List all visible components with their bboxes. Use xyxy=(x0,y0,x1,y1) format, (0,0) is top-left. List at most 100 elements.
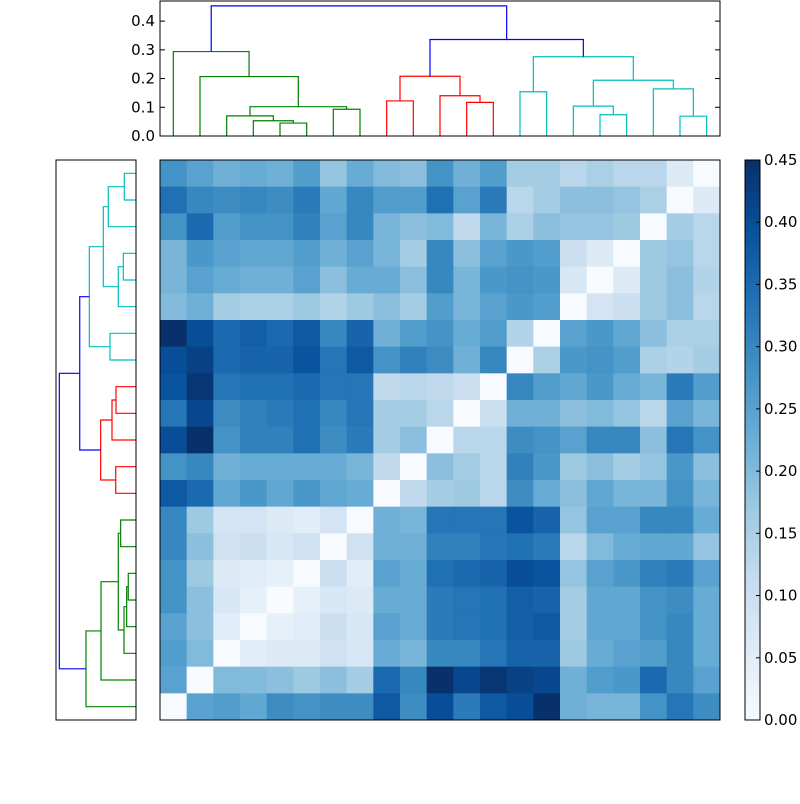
colorbar-tick-label: 0.05 xyxy=(764,649,797,667)
heatmap-cell-r11-c10 xyxy=(426,453,454,481)
heatmap-cell-r9-c8 xyxy=(373,400,401,428)
heatmap-cell-r17-c20 xyxy=(693,613,721,641)
heatmap-cell-r11-c9 xyxy=(400,453,428,481)
heatmap-cell-r10-c15 xyxy=(560,426,588,454)
row-dendrogram-link-19 xyxy=(58,372,86,670)
heatmap-cell-r2-c7 xyxy=(346,213,374,241)
heatmap-cell-r13-c11 xyxy=(453,506,481,534)
heatmap-cell-r8-c6 xyxy=(320,373,348,401)
heatmap-cell-r7-c8 xyxy=(373,346,401,374)
heatmap-cell-r11-c20 xyxy=(693,453,721,481)
heatmap-cell-r15-c0 xyxy=(160,560,188,588)
heatmap-cell-r20-c1 xyxy=(186,693,214,721)
heatmap-cell-r3-c17 xyxy=(613,240,641,268)
heatmap-cell-r20-c15 xyxy=(560,693,588,721)
heatmap-cell-r15-c19 xyxy=(666,560,694,588)
heatmap-cell-r10-c4 xyxy=(266,426,294,454)
heatmap-cell-r5-c2 xyxy=(213,293,241,321)
heatmap-cell-r10-c19 xyxy=(666,426,694,454)
heatmap-cell-r3-c16 xyxy=(586,240,614,268)
heatmap-cell-r11-c0 xyxy=(160,453,188,481)
heatmap-cell-r1-c17 xyxy=(613,186,641,214)
heatmap-cell-r5-c3 xyxy=(240,293,268,321)
heatmap-cell-r18-c15 xyxy=(560,640,588,668)
row-dendrogram-link-2 xyxy=(122,252,136,281)
heatmap-cell-r18-c3 xyxy=(240,640,268,668)
column-dendrogram-link-17 xyxy=(532,56,634,92)
heatmap-cell-r1-c16 xyxy=(586,186,614,214)
heatmap-cell-r3-c3 xyxy=(240,240,268,268)
heatmap-cell-r0-c1 xyxy=(186,160,214,188)
heatmap-cell-r19-c17 xyxy=(613,666,641,694)
heatmap-cell-r10-c12 xyxy=(480,426,508,454)
heatmap-cell-r5-c18 xyxy=(640,293,668,321)
heatmap-cell-r20-c16 xyxy=(586,693,614,721)
heatmap-cell-r2-c4 xyxy=(266,213,294,241)
heatmap-cell-r5-c8 xyxy=(373,293,401,321)
heatmap-cell-r0-c15 xyxy=(560,160,588,188)
heatmap-cell-r6-c10 xyxy=(426,320,454,348)
heatmap-cell-r7-c1 xyxy=(186,346,214,374)
heatmap-frame xyxy=(159,159,721,721)
heatmap-cell-r1-c3 xyxy=(240,186,268,214)
heatmap-cell-r7-c0 xyxy=(160,346,188,374)
column-dendrogram-link-1 xyxy=(252,120,294,136)
column-dendrogram-link-12 xyxy=(599,114,628,136)
heatmap-cell-r20-c20 xyxy=(693,693,721,721)
heatmap-cell-r17-c10 xyxy=(426,613,454,641)
colorbar-bar xyxy=(744,159,761,721)
column-dendrogram-link-16 xyxy=(592,79,674,107)
heatmap-cell-r10-c2 xyxy=(213,426,241,454)
heatmap-cell-r14-c10 xyxy=(426,533,454,561)
heatmap-cell-r3-c8 xyxy=(373,240,401,268)
heatmap-cell-r11-c5 xyxy=(293,453,321,481)
heatmap-cell-r10-c0 xyxy=(160,426,188,454)
heatmap-cell-r16-c3 xyxy=(240,586,268,614)
heatmap-cell-r18-c9 xyxy=(400,640,428,668)
heatmap-cell-r20-c9 xyxy=(400,693,428,721)
heatmap-cell-r4-c17 xyxy=(613,266,641,294)
heatmap-cell-r9-c2 xyxy=(213,400,241,428)
heatmap-cell-r6-c7 xyxy=(346,320,374,348)
heatmap-cell-r12-c0 xyxy=(160,480,188,508)
heatmap-cell-r17-c3 xyxy=(240,613,268,641)
heatmap-cell-r1-c18 xyxy=(640,186,668,214)
heatmap-cell-r0-c0 xyxy=(160,160,188,188)
heatmap-cell-r14-c4 xyxy=(266,533,294,561)
heatmap-cell-r7-c12 xyxy=(480,346,508,374)
heatmap-cell-r4-c18 xyxy=(640,266,668,294)
heatmap-cell-r9-c5 xyxy=(293,400,321,428)
heatmap-cell-r11-c8 xyxy=(373,453,401,481)
heatmap-cell-r3-c1 xyxy=(186,240,214,268)
heatmap-cell-r11-c7 xyxy=(346,453,374,481)
heatmap-cell-r19-c11 xyxy=(453,666,481,694)
heatmap-cell-r4-c16 xyxy=(586,266,614,294)
heatmap-cell-r6-c11 xyxy=(453,320,481,348)
heatmap-cell-r11-c13 xyxy=(506,453,534,481)
heatmap-cell-r11-c11 xyxy=(453,453,481,481)
heatmap-cell-r18-c11 xyxy=(453,640,481,668)
heatmap-cell-r3-c7 xyxy=(346,240,374,268)
heatmap-cell-r14-c13 xyxy=(506,533,534,561)
heatmap-cell-r0-c19 xyxy=(666,160,694,188)
heatmap-cell-r17-c7 xyxy=(346,613,374,641)
column-dendrogram-tick-label: 0.2 xyxy=(131,70,155,88)
heatmap-cell-r15-c2 xyxy=(213,560,241,588)
heatmap-cell-r15-c8 xyxy=(373,560,401,588)
heatmap-cell-r3-c10 xyxy=(426,240,454,268)
heatmap-cell-r10-c1 xyxy=(186,426,214,454)
row-dendrogram-link-1 xyxy=(107,186,136,228)
heatmap-cell-r0-c7 xyxy=(346,160,374,188)
heatmap-cell-r12-c16 xyxy=(586,480,614,508)
heatmap-cell-r9-c13 xyxy=(506,400,534,428)
heatmap-cell-r15-c12 xyxy=(480,560,508,588)
heatmap-cell-r7-c19 xyxy=(666,346,694,374)
column-dendrogram-link-7 xyxy=(386,100,414,136)
heatmap-cell-r3-c18 xyxy=(640,240,668,268)
heatmap-cell-r19-c4 xyxy=(266,666,294,694)
row-dendrogram-link-0 xyxy=(123,172,136,201)
heatmap-cell-r6-c4 xyxy=(266,320,294,348)
heatmap-cell-r14-c0 xyxy=(160,533,188,561)
column-dendrogram-link-4 xyxy=(249,106,348,116)
heatmap-cell-r16-c7 xyxy=(346,586,374,614)
